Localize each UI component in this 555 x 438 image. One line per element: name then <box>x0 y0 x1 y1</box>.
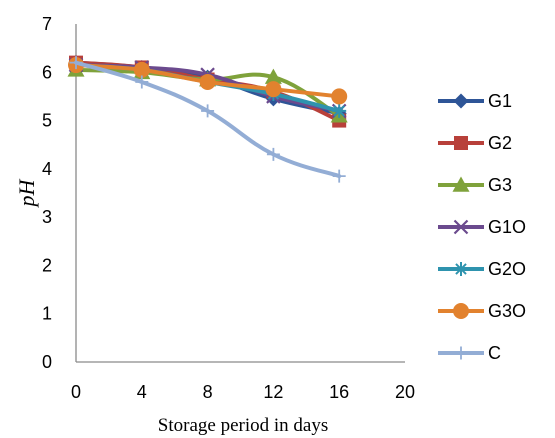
series-layer <box>67 55 348 183</box>
legend-item-c: C <box>438 343 501 363</box>
x-tick-label: 8 <box>203 382 213 402</box>
legend-marker <box>452 176 470 192</box>
legend-marker <box>453 303 469 319</box>
y-tick-labels: 0 1 2 3 4 5 6 7 <box>42 14 52 372</box>
x-axis-title: Storage period in days <box>158 415 328 436</box>
legend-item-g1: G1 <box>438 91 512 111</box>
series-c <box>69 56 346 183</box>
legend-marker <box>454 136 468 150</box>
legend-label: C <box>488 343 501 363</box>
legend-item-g1o: G1O <box>438 217 526 237</box>
data-point <box>264 68 282 84</box>
legend-item-g3o: G3O <box>438 301 526 321</box>
y-axis-title: pH <box>14 178 39 208</box>
legend-marker <box>453 93 469 109</box>
legend-label: G2 <box>488 133 512 153</box>
data-point <box>69 56 83 70</box>
x-tick-label: 0 <box>71 382 81 402</box>
legend-item-g3: G3 <box>438 175 512 195</box>
legend-label: G1O <box>488 217 526 237</box>
x-tick-labels: 0 4 8 12 16 20 <box>71 382 415 402</box>
legend-item-g2: G2 <box>438 133 512 153</box>
data-point <box>199 73 216 90</box>
data-point <box>135 75 149 89</box>
x-tick-label: 16 <box>329 382 349 402</box>
data-point <box>133 61 150 78</box>
y-tick-label: 4 <box>42 159 52 179</box>
y-tick-label: 2 <box>42 255 52 275</box>
x-tick-label: 4 <box>137 382 147 402</box>
legend-marker <box>454 262 468 276</box>
data-point <box>201 104 215 118</box>
legend-label: G2O <box>488 259 526 279</box>
y-tick-label: 3 <box>42 207 52 227</box>
x-tick-label: 12 <box>263 382 283 402</box>
legend: G1 G2 G3 G1O G2O G3O C <box>438 91 526 363</box>
legend-item-g2o: G2O <box>438 259 526 279</box>
axes <box>75 24 405 363</box>
y-tick-label: 7 <box>42 14 52 34</box>
y-tick-label: 5 <box>42 111 52 131</box>
legend-label: G3 <box>488 175 512 195</box>
y-tick-label: 1 <box>42 304 52 324</box>
x-tick-label: 20 <box>395 382 415 402</box>
data-point <box>332 169 346 183</box>
legend-marker <box>453 219 469 235</box>
data-point <box>331 88 348 105</box>
y-tick-label: 0 <box>42 352 52 372</box>
y-tick-label: 6 <box>42 62 52 82</box>
data-point <box>332 103 347 118</box>
data-point <box>266 147 280 161</box>
legend-marker <box>454 346 468 360</box>
legend-label: G3O <box>488 301 526 321</box>
legend-label: G1 <box>488 91 512 111</box>
data-point <box>265 81 282 98</box>
